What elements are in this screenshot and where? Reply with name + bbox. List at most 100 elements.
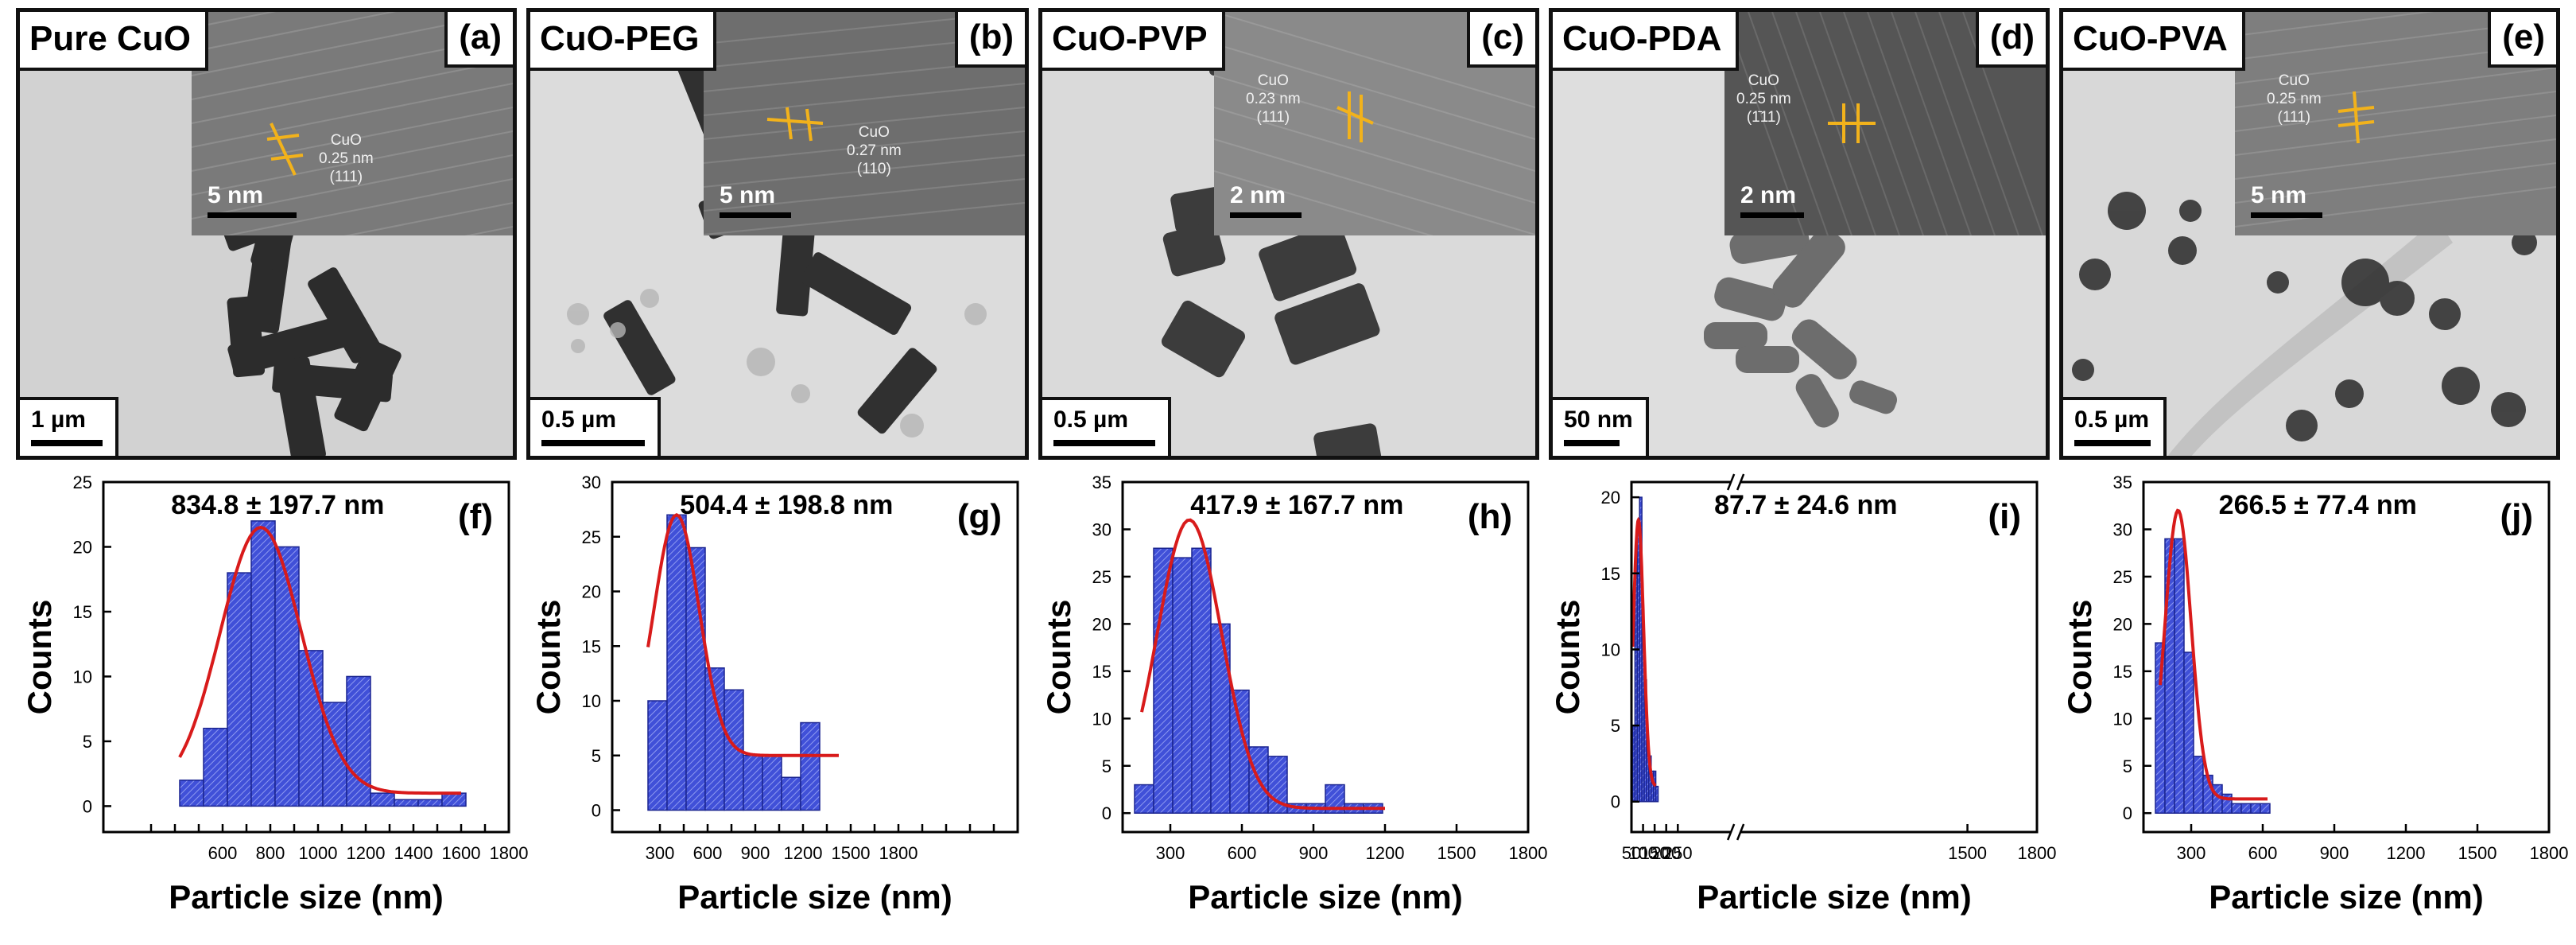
histogram-row: 600 800 1000 1200 1400 1600 18000510152025834.…: [21, 471, 2569, 916]
y-tick-label: 25: [73, 472, 92, 492]
plot-frame: [2142, 480, 2551, 834]
x-axis-label: Particle size (nm): [2209, 878, 2483, 916]
x-tick-label: 800: [256, 843, 285, 863]
histogram-bar: [800, 721, 821, 811]
panel-letter: (f): [458, 497, 493, 536]
x-tick-label: 300: [646, 843, 675, 863]
d-spacing-label-b: CuO 0.27 nm (110): [847, 124, 902, 177]
x-tick-label: 1800: [1509, 843, 1548, 863]
y-tick-label: 10: [2113, 709, 2132, 729]
histogram-bar: [2193, 756, 2204, 814]
tem-panel-b: CuO 0.27 nm (110) 5 nm CuO-PEG (b) 0.5 µ…: [526, 8, 1029, 460]
d-spacing-marker-a: [266, 122, 304, 176]
histogram-chart-g: 300 600 900 1200 1500 1800 0 5 10 15 20 25 30 504.4 ±…: [530, 472, 1019, 916]
y-tick-label: 20: [1601, 488, 1620, 508]
sample-name-c: CuO-PVP: [1042, 12, 1225, 71]
gaussian-fit-line: [1140, 518, 1385, 811]
plot-frame: [102, 480, 510, 834]
histogram-bar: [1210, 623, 1231, 814]
tem-panel-d: CuO 0.25 nm (1̄11) 2 nm CuO-PDA (d) 50 n…: [1549, 8, 2050, 460]
x-tick-label: 900: [741, 843, 770, 863]
x-tick-label: 1000: [299, 843, 338, 863]
y-tick-label: 10: [582, 691, 601, 711]
panel-letter-b: (b): [954, 12, 1025, 68]
panel-letter-a: (a): [444, 12, 513, 68]
y-tick-label: 25: [582, 527, 601, 547]
x-tick-label: 600: [2248, 843, 2278, 863]
x-tick-label: 1500: [1948, 843, 1987, 863]
y-tick-label: 15: [1601, 564, 1620, 584]
y-tick-label: 10: [73, 667, 92, 686]
y-tick-label: 15: [1092, 662, 1111, 682]
x-tick-label: 200: [1651, 843, 1681, 863]
panel-letter: (h): [1468, 497, 1512, 536]
histogram-bar: [2231, 803, 2242, 814]
axis-break-mark: [1726, 823, 1736, 841]
y-tick-label: 5: [2123, 756, 2132, 776]
hrtem-inset-b: CuO 0.27 nm (110) 5 nm: [704, 12, 1025, 235]
x-tick-label: 1600: [442, 843, 481, 863]
y-tick-label: 0: [1102, 803, 1111, 823]
axis-break-mark: [1726, 473, 1736, 491]
scale-bar-d: 50 nm: [1553, 397, 1649, 456]
panel-letter: (i): [1988, 497, 2021, 536]
tem-panel-a: CuO 0.25 nm (111) 5 nm Pure CuO (a) 1 µm: [16, 8, 517, 460]
gaussian-fit-line: [646, 513, 839, 757]
histogram-bar: [1153, 547, 1174, 814]
y-tick-label: 10: [1092, 709, 1111, 729]
y-tick-label: 30: [2113, 519, 2132, 539]
y-axis-label: Counts: [21, 600, 58, 715]
mean-size-label: 266.5 ± 77.4 nm: [2219, 490, 2417, 520]
plot-frame: [611, 480, 1019, 834]
sample-name-a: Pure CuO: [20, 12, 208, 71]
scale-bar-a: 1 µm: [20, 397, 118, 456]
tem-panel-e: CuO 0.25 nm (111) 5 nm CuO-PVA (e) 0.5 µ…: [2059, 8, 2560, 460]
inset-scale-bar-b: 5 nm: [720, 182, 791, 218]
gaussian-fit-line: [178, 525, 461, 795]
y-tick-label: 35: [1092, 472, 1111, 492]
histogram-bar: [1172, 557, 1193, 814]
x-tick-label: 1800: [2018, 843, 2057, 863]
y-tick-label: 15: [582, 636, 601, 656]
hrtem-inset-a: CuO 0.25 nm (111) 5 nm: [192, 12, 513, 235]
d-spacing-label-a: CuO 0.25 nm (111): [319, 132, 374, 185]
mean-size-label: 417.9 ± 167.7 nm: [1190, 490, 1403, 520]
histogram-bar: [1655, 785, 1659, 803]
y-axis-label: Counts: [1549, 600, 1586, 715]
x-tick-label: 150: [1640, 843, 1670, 863]
x-tick-label: 900: [1299, 843, 1329, 863]
x-axis-label: Particle size (nm): [1697, 878, 1971, 916]
y-tick-label: 20: [1092, 614, 1111, 634]
y-axis-label: Counts: [1040, 600, 1077, 715]
d-spacing-marker-c: [1336, 91, 1374, 142]
plot-frame: [1121, 480, 1530, 834]
y-tick-label: 10: [1601, 640, 1620, 659]
histogram-bar: [666, 514, 687, 811]
x-tick-label: 50: [1622, 843, 1641, 863]
y-tick-label: 25: [2113, 567, 2132, 587]
sample-name-d: CuO-PDA: [1553, 12, 1740, 71]
axis-break-gap: [1731, 821, 1741, 843]
panel-letter-e: (e): [2488, 12, 2556, 68]
histogram-chart-f: 600 800 1000 1200 1400 1600 1800 0 5 10 15 20 25 834.…: [21, 472, 528, 916]
histogram-bar: [417, 799, 443, 807]
y-tick-label: 0: [592, 801, 601, 821]
scale-bar-e: 0.5 µm: [2063, 397, 2167, 456]
d-spacing-label-d: CuO 0.25 nm (1̄11): [1736, 72, 1791, 126]
x-tick-label: 1200: [784, 843, 823, 863]
histogram-bar: [346, 675, 371, 807]
histogram-bar: [1191, 547, 1212, 814]
x-tick-label: 250: [1663, 843, 1693, 863]
gaussian-fit-line: [1631, 516, 1657, 788]
histogram-bar: [298, 650, 324, 807]
x-tick-label: 1800: [2530, 843, 2569, 863]
x-tick-label: 300: [2177, 843, 2206, 863]
histogram-bar: [250, 520, 276, 807]
y-tick-label: 15: [73, 602, 92, 622]
histogram-bar: [1134, 784, 1154, 814]
d-spacing-label-e: CuO 0.25 nm (111): [2267, 72, 2322, 126]
y-axis-label: Counts: [530, 600, 567, 715]
plot-frame: [1630, 480, 2039, 834]
mean-size-label: 504.4 ± 198.8 nm: [680, 490, 893, 520]
x-tick-label: 1800: [879, 843, 918, 863]
